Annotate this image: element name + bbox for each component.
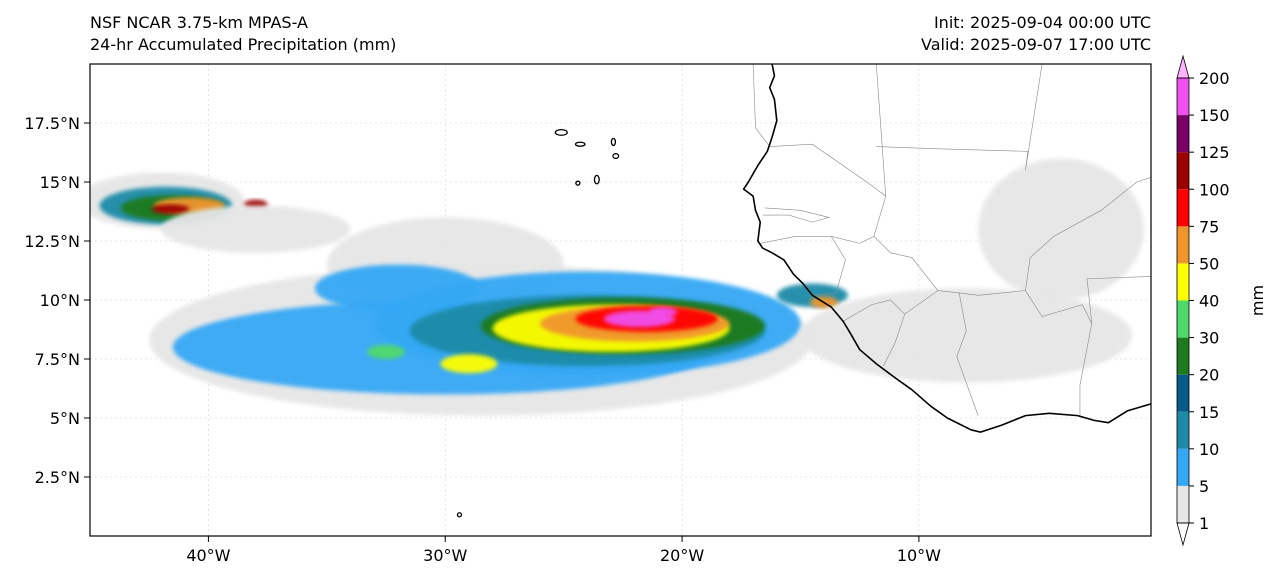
island-outline bbox=[610, 137, 617, 147]
precip-region bbox=[800, 288, 1133, 383]
valid-time: Valid: 2025-09-07 17:00 UTC bbox=[920, 35, 1151, 54]
country-border bbox=[752, 64, 770, 147]
colorbar-tick-label: 15 bbox=[1199, 403, 1219, 422]
axis-ticks: 40°W 30°W 20°W 10°W 2.5°N 5°N 7.5°N 10°N 12.5°N 1… bbox=[24, 114, 941, 565]
country-border bbox=[959, 290, 1093, 416]
colorbar-tick-label: 150 bbox=[1199, 106, 1230, 125]
colorbar-segment bbox=[1177, 152, 1189, 190]
colorbar-tick-label: 10 bbox=[1199, 440, 1219, 459]
colorbar-segment bbox=[1177, 300, 1189, 338]
colorbar-tick-label: 5 bbox=[1199, 477, 1209, 496]
colorbar-segment bbox=[1177, 263, 1189, 301]
model-title: NSF NCAR 3.75-km MPAS-A bbox=[90, 13, 308, 32]
init-time: Init: 2025-09-04 00:00 UTC bbox=[933, 13, 1151, 32]
precip-region bbox=[161, 205, 351, 253]
colorbar-tick-label: 20 bbox=[1199, 366, 1219, 385]
lon-tick-label: 30°W bbox=[423, 546, 467, 565]
colorbar-segment bbox=[1177, 411, 1189, 449]
colorbar-tick-label: 50 bbox=[1199, 254, 1219, 273]
country-border bbox=[809, 236, 846, 296]
field-title: 24-hr Accumulated Precipitation (mm) bbox=[90, 35, 397, 54]
africa-coastline bbox=[742, 64, 1151, 433]
country-border bbox=[883, 314, 905, 367]
lat-tick-label: 5°N bbox=[50, 409, 80, 428]
lat-tick-label: 17.5°N bbox=[24, 114, 80, 133]
colorbar-segment bbox=[1177, 374, 1189, 412]
precip-region bbox=[367, 344, 405, 360]
coastline bbox=[456, 64, 1151, 518]
colorbar-segment bbox=[1177, 78, 1189, 116]
country-border bbox=[1025, 176, 1151, 291]
colorbar-tick-label: 1 bbox=[1199, 514, 1209, 533]
precip-region bbox=[440, 354, 498, 374]
island-outline bbox=[575, 180, 581, 186]
country-borders bbox=[752, 64, 1151, 416]
colorbar-segment bbox=[1177, 485, 1189, 523]
lat-tick-label: 15°N bbox=[40, 173, 80, 192]
lon-tick-label: 10°W bbox=[897, 546, 941, 565]
precip-region bbox=[648, 307, 678, 317]
island-outline bbox=[574, 141, 586, 147]
colorbar-tick-label: 125 bbox=[1199, 143, 1230, 162]
precip-region bbox=[978, 158, 1144, 300]
country-border bbox=[1086, 276, 1151, 324]
country-border bbox=[876, 64, 1043, 171]
colorbar-segment bbox=[1177, 226, 1189, 264]
country-border bbox=[762, 207, 831, 223]
country-border bbox=[875, 64, 887, 197]
lat-tick-label: 7.5°N bbox=[35, 350, 80, 369]
lat-tick-label: 12.5°N bbox=[24, 232, 80, 251]
colorbar-tick-label: 200 bbox=[1199, 69, 1230, 88]
colorbar-segment bbox=[1177, 115, 1189, 153]
colorbar-max-arrow bbox=[1176, 54, 1190, 79]
lat-tick-label: 2.5°N bbox=[35, 468, 80, 487]
island-outline bbox=[554, 128, 568, 136]
colorbar-min-arrow bbox=[1176, 522, 1190, 547]
precip-region bbox=[151, 204, 190, 214]
colorbar-segment bbox=[1177, 337, 1189, 375]
island-outline bbox=[593, 174, 600, 185]
country-border bbox=[937, 290, 979, 416]
colorbar-segment bbox=[1177, 448, 1189, 486]
country-border bbox=[842, 236, 939, 322]
island-outline bbox=[456, 512, 463, 518]
colorbar-tick-label: 75 bbox=[1199, 217, 1219, 236]
lat-tick-label: 10°N bbox=[40, 291, 80, 310]
colorbar-tick-label: 100 bbox=[1199, 180, 1230, 199]
colorbar-unit-label: mm bbox=[1248, 285, 1267, 316]
colorbar-tick-label: 40 bbox=[1199, 292, 1219, 311]
precip-region bbox=[314, 264, 481, 312]
colorbar-tick-label: 30 bbox=[1199, 329, 1219, 348]
island-outline bbox=[612, 153, 620, 160]
precipitation-field bbox=[90, 158, 1144, 416]
lon-tick-label: 20°W bbox=[660, 546, 704, 565]
colorbar-segment bbox=[1177, 189, 1189, 227]
lon-tick-label: 40°W bbox=[186, 546, 230, 565]
